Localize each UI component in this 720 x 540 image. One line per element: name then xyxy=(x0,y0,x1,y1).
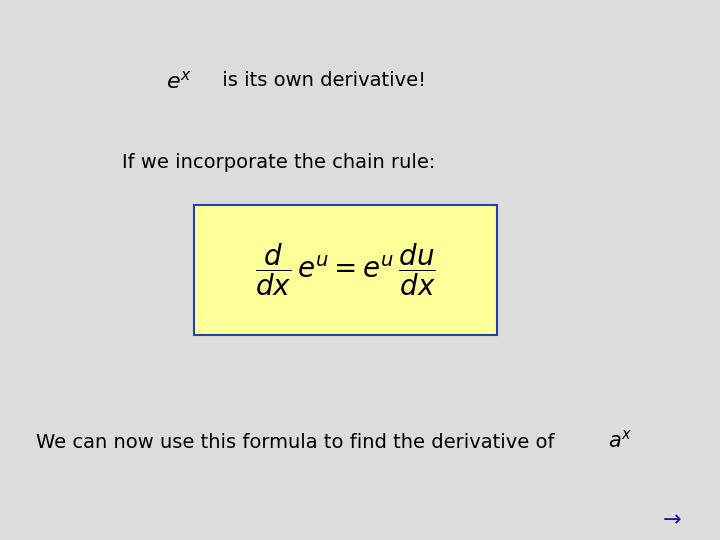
FancyBboxPatch shape xyxy=(194,205,497,335)
Text: $\dfrac{d}{dx}\,e^{u} = e^{u}\,\dfrac{du}{dx}$: $\dfrac{d}{dx}\,e^{u} = e^{u}\,\dfrac{du… xyxy=(255,242,436,298)
Text: $a^x$: $a^x$ xyxy=(608,429,633,451)
Text: $e^x$: $e^x$ xyxy=(166,70,192,92)
Text: is its own derivative!: is its own derivative! xyxy=(216,71,426,91)
Text: If we incorporate the chain rule:: If we incorporate the chain rule: xyxy=(122,152,436,172)
Text: We can now use this formula to find the derivative of: We can now use this formula to find the … xyxy=(36,433,561,453)
Text: $\rightarrow$: $\rightarrow$ xyxy=(657,508,682,529)
